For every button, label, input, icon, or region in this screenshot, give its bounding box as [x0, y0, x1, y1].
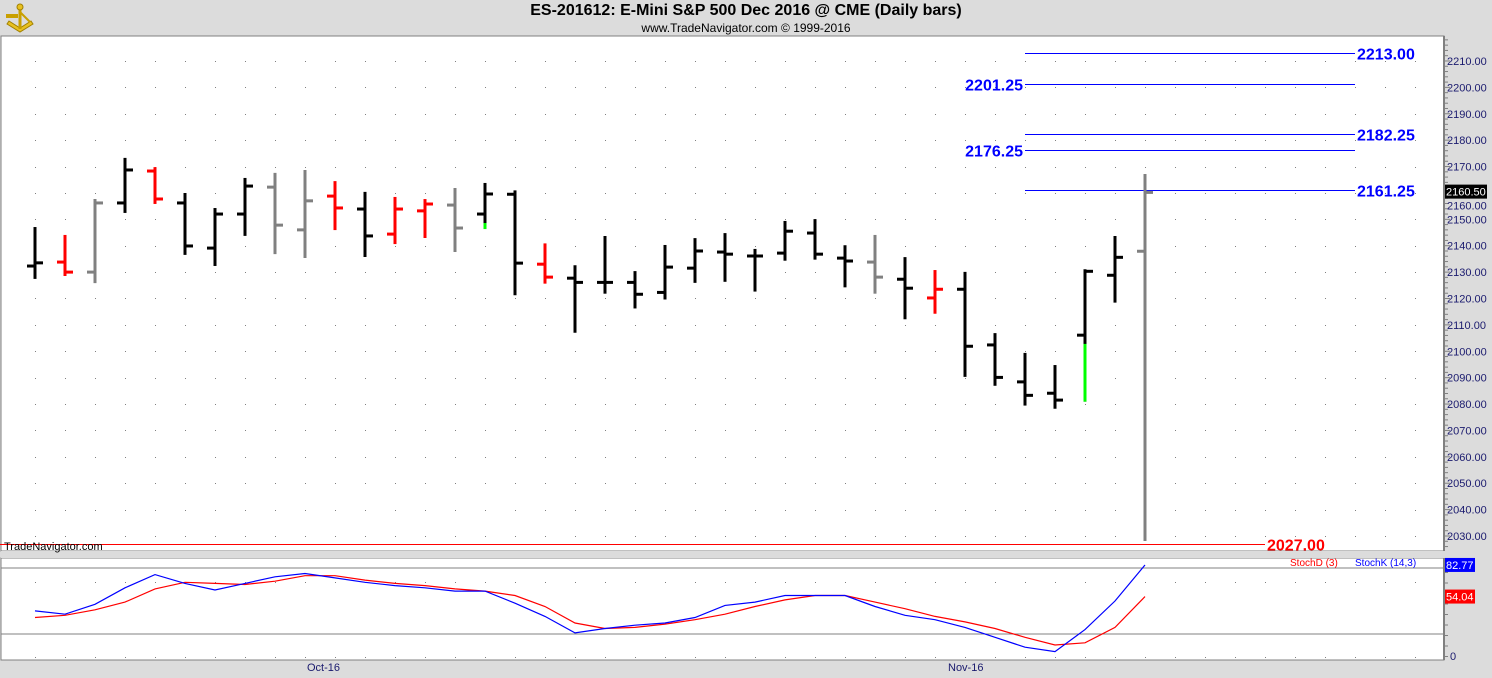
- level-label: 2176.25: [965, 144, 1023, 161]
- ohlc-bar[interactable]: [177, 192, 193, 255]
- ohlc-bar[interactable]: [207, 208, 223, 266]
- y-tick-label: 2210.00: [1447, 56, 1487, 68]
- stoch-last-box: [1445, 557, 1475, 572]
- ohlc-bar[interactable]: [867, 234, 883, 294]
- stoch-line-k[interactable]: [34, 564, 1146, 653]
- price-pane[interactable]: [0, 35, 1445, 552]
- y-tick-label: 2190.00: [1447, 109, 1487, 121]
- y-tick-label: 2200.00: [1447, 82, 1487, 94]
- ohlc-bar[interactable]: [657, 244, 673, 300]
- ohlc-bar[interactable]: [537, 243, 553, 284]
- ohlc-bar[interactable]: [117, 157, 133, 213]
- ohlc-bar[interactable]: [1137, 173, 1153, 541]
- y-tick-label: 2030.00: [1447, 531, 1487, 543]
- ohlc-bar[interactable]: [567, 265, 583, 333]
- stoch-y-tick: 0: [1450, 651, 1456, 663]
- ohlc-bar[interactable]: [387, 196, 403, 245]
- ohlc-bar[interactable]: [957, 271, 973, 377]
- level-label: 2027.00: [1267, 538, 1325, 555]
- ohlc-bar[interactable]: [837, 245, 853, 288]
- x-label-nov: Nov-16: [948, 662, 984, 674]
- level-label: 2201.25: [965, 78, 1023, 95]
- ohlc-bar[interactable]: [27, 227, 43, 279]
- chart-title: ES-201612: E-Mini S&P 500 Dec 2016 @ CME…: [530, 2, 962, 19]
- y-tick-label: 2080.00: [1447, 399, 1487, 411]
- ohlc-bar[interactable]: [447, 187, 463, 252]
- stoch-pane[interactable]: [0, 557, 1445, 661]
- level-label: 2161.25: [1357, 184, 1415, 201]
- y-tick-label: 2170.00: [1447, 162, 1487, 174]
- level-label: 2213.00: [1357, 47, 1415, 64]
- chart-subtitle: www.TradeNavigator.com © 1999-2016: [641, 21, 851, 35]
- ohlc-bar[interactable]: [57, 234, 73, 277]
- y-tick-label: 2120.00: [1447, 293, 1487, 305]
- grid-dots: [35, 61, 1416, 658]
- ohlc-bar[interactable]: [417, 199, 433, 239]
- ohlc-bar[interactable]: [777, 220, 793, 261]
- ohlc-bar[interactable]: [1047, 365, 1063, 409]
- stoch-last-label: 82.77: [1446, 560, 1474, 572]
- last-price-box: [1445, 184, 1487, 199]
- ohlc-bar[interactable]: [627, 271, 643, 309]
- ohlc-bar[interactable]: [507, 190, 523, 296]
- y-tick-label: 2070.00: [1447, 425, 1487, 437]
- y-tick-label: 2050.00: [1447, 478, 1487, 490]
- stoch-legend: StochK (14,3): [1355, 558, 1416, 569]
- y-tick-label: 2130.00: [1447, 267, 1487, 279]
- ohlc-bar[interactable]: [147, 167, 163, 204]
- ohlc-bar[interactable]: [237, 177, 253, 236]
- y-tick-label: 2060.00: [1447, 452, 1487, 464]
- y-tick-label: 2110.00: [1447, 320, 1486, 332]
- level-label: 2182.25: [1357, 128, 1415, 145]
- ohlc-bar[interactable]: [987, 333, 1003, 386]
- y-tick-label: 2150.00: [1447, 214, 1487, 226]
- stoch-last-box: [1445, 589, 1475, 604]
- ohlc-bar[interactable]: [87, 199, 103, 284]
- stoch-line-d[interactable]: [34, 575, 1146, 646]
- ohlc-bar[interactable]: [1017, 352, 1033, 406]
- x-label-oct: Oct-16: [307, 662, 341, 674]
- ohlc-bar[interactable]: [297, 170, 313, 259]
- ohlc-bar[interactable]: [267, 172, 283, 255]
- sextant-icon: [3, 2, 37, 39]
- stoch-last-label: 54.04: [1446, 592, 1474, 604]
- ohlc-bar[interactable]: [897, 257, 913, 320]
- y-tick-label: 2040.00: [1447, 505, 1487, 517]
- ohlc-bar[interactable]: [477, 182, 493, 230]
- ohlc-bar[interactable]: [717, 233, 733, 282]
- watermark-text: TradeNavigator.com: [4, 541, 103, 553]
- ohlc-bar[interactable]: [687, 238, 703, 283]
- ohlc-bar[interactable]: [357, 191, 373, 258]
- ohlc-bar[interactable]: [1107, 236, 1123, 303]
- ohlc-bar[interactable]: [1077, 269, 1093, 402]
- y-tick-label: 2090.00: [1447, 373, 1487, 385]
- y-tick-label: 2140.00: [1447, 241, 1487, 253]
- last-price-label: 2160.50: [1446, 187, 1486, 199]
- ohlc-bar[interactable]: [597, 236, 613, 294]
- y-tick-label: 2100.00: [1447, 346, 1487, 358]
- pane-splitter[interactable]: [1, 551, 1445, 558]
- y-tick-label: 2180.00: [1447, 135, 1487, 147]
- ohlc-bar[interactable]: [927, 270, 943, 314]
- y-tick-label: 2160.00: [1447, 201, 1487, 213]
- ohlc-bar[interactable]: [807, 219, 823, 260]
- ohlc-bar[interactable]: [747, 248, 763, 292]
- ohlc-bar[interactable]: [327, 181, 343, 231]
- stoch-legend: StochD (3): [1290, 558, 1338, 569]
